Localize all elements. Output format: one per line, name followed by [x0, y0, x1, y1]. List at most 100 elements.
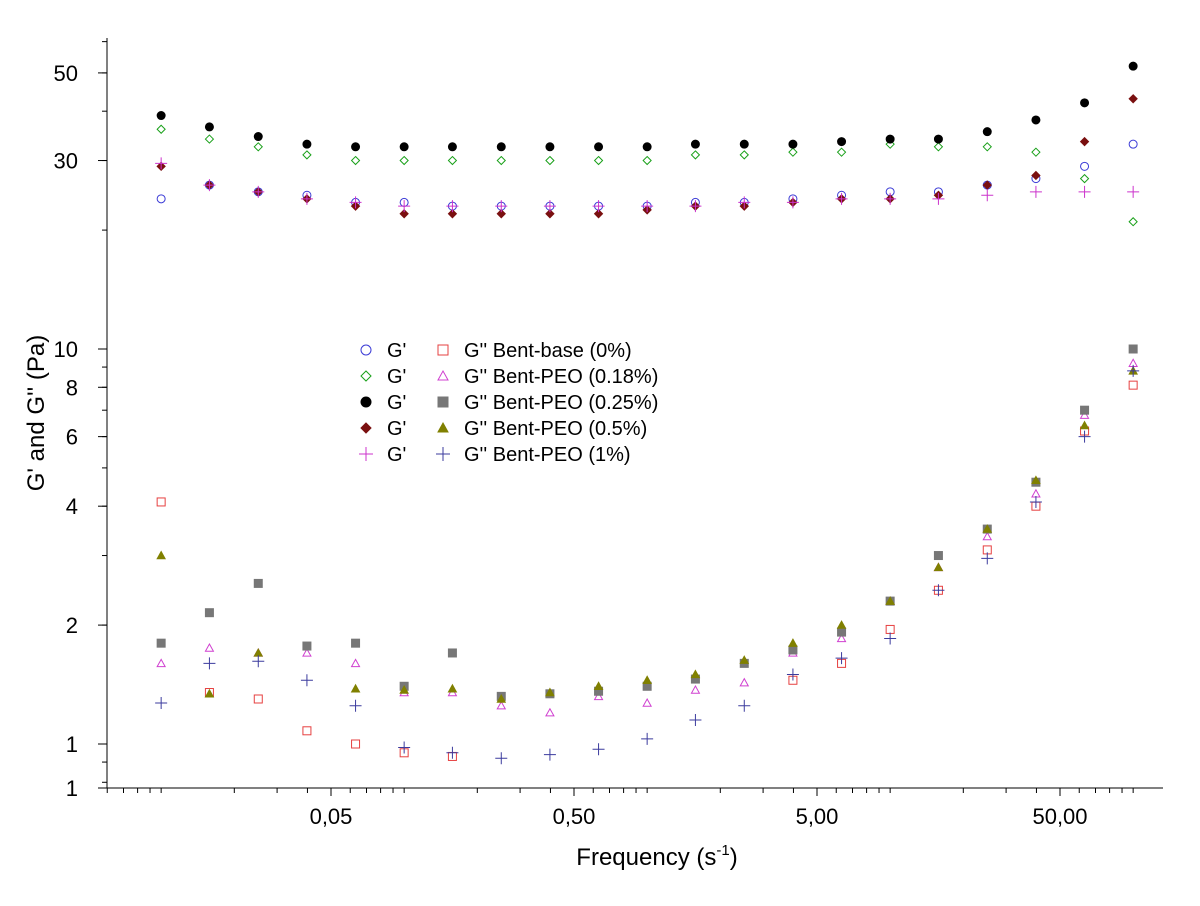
legend-label-g1: G': [387, 418, 406, 440]
g2-series-8-point: [156, 550, 167, 560]
g1-series-4-point: [641, 200, 654, 213]
legend-marker-g2: [437, 344, 449, 356]
g2-series-9-point: [592, 743, 605, 756]
g2-series-8-point: [545, 687, 555, 697]
g1-series-4-point: [689, 200, 702, 213]
g1-series-1-point: [253, 142, 263, 152]
g1-series-1-point: [350, 155, 361, 166]
legend-label-g1: G': [387, 444, 406, 466]
g1-series-4-point: [300, 192, 313, 205]
g1-series-1-point: [836, 147, 847, 157]
g1-series-1-point: [885, 139, 895, 149]
x-axis-title-main: Frequency (s: [576, 844, 716, 871]
g1-series-0-point: [1080, 161, 1090, 171]
g2-series-8-point: [982, 524, 993, 533]
g1-series-3-point: [1128, 94, 1138, 104]
g2-series-7-point: [253, 578, 263, 588]
x-axis-title-close: ): [730, 844, 738, 871]
y-tick-label: 2: [66, 613, 78, 638]
g1-series-1-point: [399, 155, 409, 166]
g2-series-9-point: [981, 552, 994, 565]
g1-series-2-point: [1128, 61, 1138, 71]
g2-series-8-point: [204, 688, 215, 698]
x-tick-label: 0,05: [310, 804, 353, 829]
g1-series-0-point: [1128, 139, 1138, 149]
g2-series-9-point: [398, 741, 411, 754]
g2-series-8-point: [253, 647, 264, 657]
g1-series-2-point: [739, 139, 749, 149]
g2-series-9-point: [252, 655, 265, 668]
g2-series-6-point: [545, 707, 555, 717]
g1-series-1-point: [933, 142, 944, 152]
g1-series-2-point: [1080, 98, 1090, 108]
legend-marker-g2: [437, 396, 449, 408]
g2-series-7-point: [788, 645, 798, 655]
g2-series-7-point: [351, 638, 361, 648]
g1-series-2-point: [885, 134, 895, 144]
legend-label-g2: G'' Bent-PEO (0.25%): [464, 392, 658, 414]
g1-series-1-point: [642, 155, 652, 166]
g2-series-8-point: [1079, 420, 1090, 430]
g2-series-8-point: [739, 655, 750, 664]
g2-series-7-point: [204, 608, 214, 618]
g1-series-1-point: [204, 134, 215, 144]
g2-series-8-point: [496, 693, 507, 703]
g1-series-2-point: [302, 139, 312, 149]
g2-series-6-point: [836, 633, 847, 643]
legend-label-g1: G': [387, 340, 406, 362]
y-tick-label: 10: [54, 337, 78, 362]
g2-series-9-point: [155, 696, 168, 709]
legend-label-g2: G'' Bent-PEO (0.5%): [464, 418, 647, 440]
g2-series-8-point: [933, 562, 944, 572]
g2-series-6-point: [302, 647, 312, 657]
g1-series-2-point: [788, 139, 798, 149]
g1-series-4-point: [349, 196, 362, 209]
g1-series-2-point: [496, 142, 506, 152]
g2-series-7-point: [302, 641, 312, 651]
g2-series-5-point: [351, 739, 361, 749]
g2-series-7-point: [837, 627, 847, 637]
g2-series-6-point: [593, 691, 604, 701]
g1-series-1-point: [690, 150, 701, 160]
g2-series-6-point: [1079, 410, 1090, 419]
g1-series-2-point: [204, 122, 214, 132]
g2-series-7-point: [933, 551, 943, 561]
g1-series-3-point: [982, 180, 992, 190]
g1-series-4-point: [398, 200, 411, 213]
y-ticks: 1 1 2 4 6 8 10 30 50: [54, 41, 107, 801]
g2-series-9-point: [1029, 495, 1042, 508]
legend-marker-g1: [360, 396, 372, 408]
g1-series-4-point: [884, 192, 897, 205]
g2-series-7-point: [1080, 405, 1090, 415]
g1-series-4-point: [252, 185, 265, 198]
g2-series-8-point: [1031, 475, 1041, 485]
g1-series-1-point: [982, 142, 992, 152]
g2-series-8-point: [642, 675, 653, 684]
x-axis-title: Frequency (s-1): [576, 842, 737, 871]
g2-series-9-point: [689, 714, 702, 727]
g1-series-4-point: [835, 192, 848, 205]
y-tick-label: 6: [66, 425, 78, 450]
legend: G' G'' Bent-base (0%) G' G'' Bent-PEO (0.18…: [359, 340, 658, 466]
g2-series-6-point: [982, 531, 993, 541]
g1-series-2-point: [982, 127, 992, 137]
g1-series-2-point: [399, 142, 409, 152]
g2-series-9-point: [1127, 364, 1140, 377]
g1-series-3-point: [447, 209, 458, 219]
g2-series-6-point: [156, 658, 167, 668]
legend-marker-g1: [360, 344, 372, 356]
g2-series-7-point: [447, 648, 457, 658]
legend-marker-g1: [360, 422, 372, 434]
g2-series-7-point: [1128, 344, 1138, 354]
x-axis-title-sup: -1: [716, 842, 729, 859]
g1-series-2-point: [545, 142, 555, 152]
g2-series-9-point: [203, 657, 216, 670]
y-axis-title: G' and G'' (Pa): [23, 335, 50, 491]
g2-series-5-point: [885, 624, 895, 634]
g1-series-2-point: [156, 111, 166, 121]
g1-series-1-point: [1031, 147, 1041, 157]
g2-series-8-point: [690, 669, 701, 679]
g1-series-3-point: [1079, 136, 1090, 147]
g1-series-4-point: [1029, 185, 1042, 198]
